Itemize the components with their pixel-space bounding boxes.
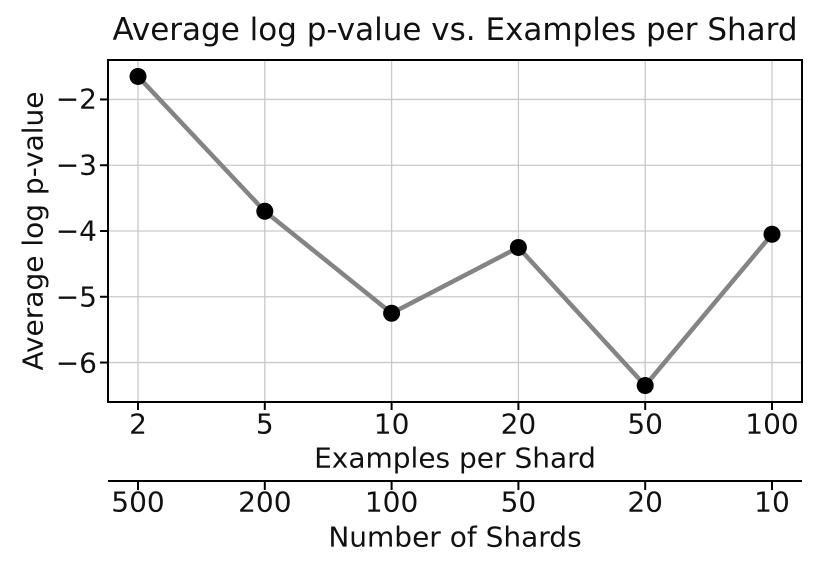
chart-title: Average log p-value vs. Examples per Sha… <box>112 12 798 48</box>
data-point-marker <box>383 304 401 322</box>
data-point-marker <box>256 202 274 220</box>
secondary-x-tick-label: 20 <box>627 485 664 519</box>
y-tick-label: −5 <box>55 280 97 314</box>
data-point-marker <box>509 238 527 256</box>
secondary-x-tick-label: 500 <box>111 485 165 519</box>
x-tick-label: 2 <box>129 407 147 441</box>
x-tick-label: 20 <box>500 407 537 441</box>
x-tick-label: 50 <box>627 407 664 441</box>
y-tick-label: −2 <box>55 82 97 116</box>
x-axis-label: Examples per Shard <box>314 441 596 475</box>
x-tick-label: 100 <box>745 407 799 441</box>
data-line <box>135 74 775 388</box>
data-point-marker <box>763 225 781 243</box>
secondary-x-tick-label: 100 <box>364 485 419 519</box>
secondary-x-axis-label: Number of Shards <box>328 520 582 554</box>
x-tick-label: 10 <box>373 407 410 441</box>
data-point-marker <box>636 377 654 395</box>
y-axis-label: Average log p-value <box>16 91 50 371</box>
y-tick-label: −4 <box>55 214 97 248</box>
y-tick-label: −3 <box>55 148 97 182</box>
secondary-x-tick-label: 50 <box>500 485 537 519</box>
x-tick-label: 5 <box>255 407 274 441</box>
data-point-marker <box>129 67 147 85</box>
secondary-x-tick-label: 10 <box>754 485 790 519</box>
secondary-x-tick-label: 200 <box>238 485 292 519</box>
y-tick-label: −6 <box>55 346 97 380</box>
